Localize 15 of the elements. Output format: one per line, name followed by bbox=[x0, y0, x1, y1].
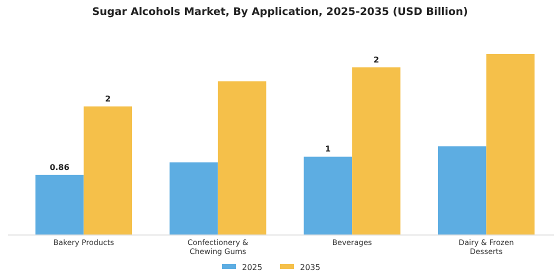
bar bbox=[218, 81, 266, 235]
data-label: 2 bbox=[373, 55, 380, 64]
bar bbox=[170, 162, 218, 235]
bar bbox=[304, 156, 352, 235]
legend-label: 2025 bbox=[242, 263, 262, 272]
bar bbox=[35, 174, 84, 235]
chart-title: Sugar Alcohols Market, By Application, 2025-2035 (USD Billion) bbox=[92, 6, 468, 18]
data-label: 2 bbox=[105, 94, 111, 104]
bar bbox=[438, 146, 486, 235]
bar bbox=[84, 106, 132, 235]
bar bbox=[486, 54, 535, 235]
data-label: 0.86 bbox=[50, 162, 70, 172]
legend-label: 2035 bbox=[300, 263, 320, 272]
data-label: 1 bbox=[325, 144, 332, 154]
bar bbox=[352, 67, 400, 235]
